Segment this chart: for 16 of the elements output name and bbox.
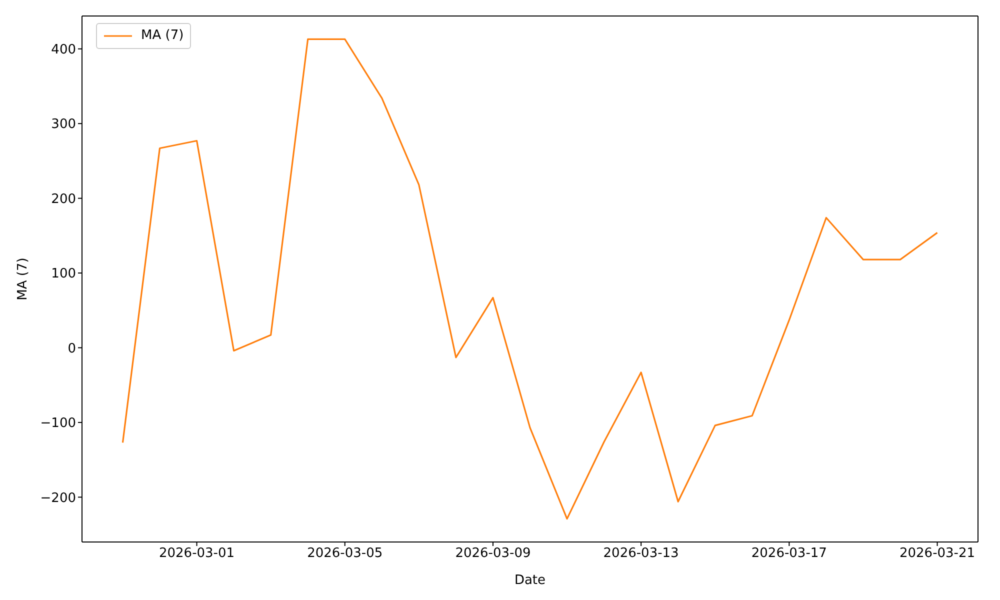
x-tick-label: 2026-03-05 bbox=[307, 546, 383, 562]
y-tick-label: −100 bbox=[40, 416, 76, 432]
y-tick-label: 400 bbox=[51, 42, 76, 58]
y-axis-title: MA (7) bbox=[16, 258, 31, 300]
x-tick-label: 2026-03-17 bbox=[751, 546, 827, 562]
x-tick-label: 2026-03-01 bbox=[158, 546, 235, 562]
x-tick-label: 2026-03-21 bbox=[899, 546, 976, 562]
legend-label: MA (7) bbox=[141, 27, 184, 45]
x-axis-title: Date bbox=[514, 573, 546, 588]
y-tick-label: 200 bbox=[51, 192, 76, 207]
y-tick-label: 100 bbox=[51, 266, 76, 282]
y-tick-label: 300 bbox=[51, 117, 76, 132]
y-tick-label: −200 bbox=[40, 490, 76, 506]
x-tick-label: 2026-03-09 bbox=[455, 546, 531, 562]
y-tick-label: 0 bbox=[68, 341, 76, 356]
x-tick-label: 2026-03-13 bbox=[603, 546, 679, 562]
